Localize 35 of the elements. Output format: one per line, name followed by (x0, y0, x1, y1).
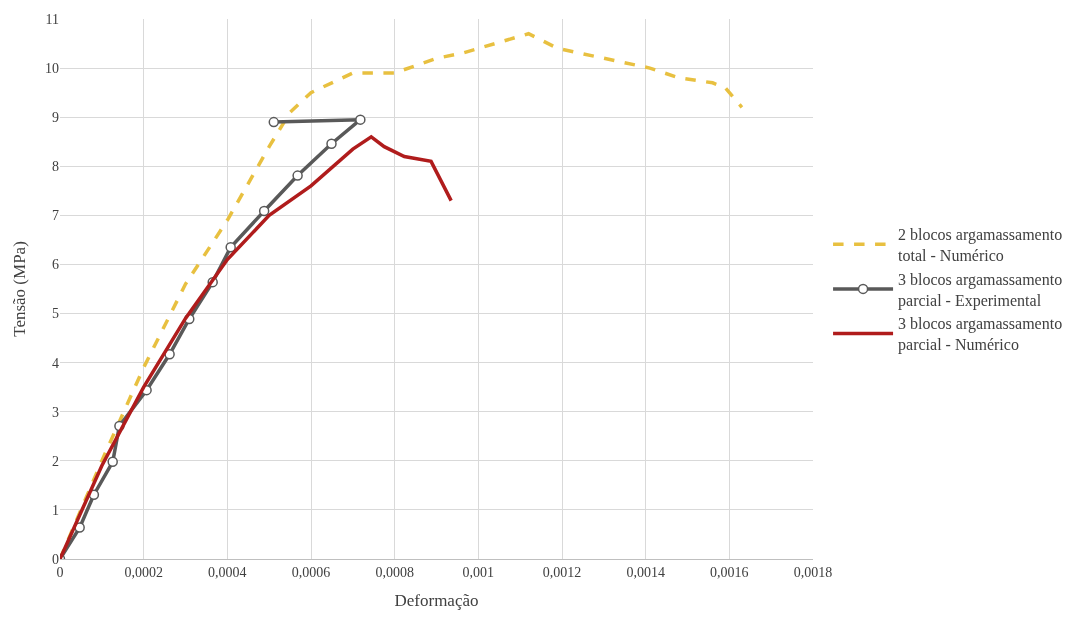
y-tick-label: 3 (52, 404, 59, 420)
legend-label: 3 blocos argamassamento parcial - Numérico (898, 315, 1063, 355)
x-tick-label: 0,0016 (710, 564, 749, 580)
x-tick-label: 0,0006 (291, 564, 331, 580)
x-tick-label: 0,0008 (375, 564, 414, 580)
legend-label: 3 blocos argamassamento parcial - Experimental (898, 270, 1063, 310)
y-tick-label: 9 (52, 110, 59, 126)
x-tick-label: 0,0014 (626, 564, 665, 580)
y-axis-title: Tensão (MPa) (9, 241, 29, 337)
point (326, 138, 337, 149)
y-tick-label: 8 (52, 159, 59, 175)
y-tick-label: 10 (45, 60, 59, 76)
y-tick-label: 5 (52, 306, 59, 322)
y-tick-label: 0 (52, 551, 59, 567)
point (292, 170, 303, 181)
point (74, 522, 85, 533)
line-series (60, 135, 453, 559)
point (258, 205, 270, 217)
x-tick-label: 0,0018 (793, 564, 833, 580)
x-tick-label: 0,001 (462, 564, 495, 580)
y-tick-label: 2 (52, 453, 59, 469)
point (107, 456, 118, 468)
x-tick-label: 0,0004 (208, 564, 247, 580)
point (355, 114, 366, 125)
x-axis-title: Deformação (394, 591, 479, 611)
x-tick-label: 0,0002 (124, 564, 163, 580)
y-tick-label: 1 (52, 502, 59, 518)
legend-label: 2 blocos argamassamento total - Numérico (898, 226, 1063, 264)
y-tick-label: 7 (52, 208, 59, 224)
x-tick-label: 0,0012 (542, 564, 582, 580)
point (225, 242, 236, 253)
y-tick-label: 11 (45, 11, 59, 27)
point (268, 116, 280, 128)
y-tick-label: 6 (52, 257, 59, 273)
y-tick-label: 4 (52, 355, 59, 371)
